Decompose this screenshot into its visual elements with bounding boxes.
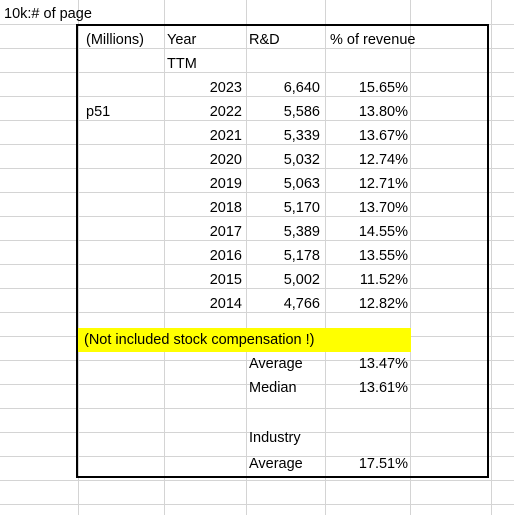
gridline (0, 144, 514, 145)
gridline (0, 384, 514, 385)
gridline (0, 456, 514, 457)
gridline (0, 264, 514, 265)
rd-cell[interactable]: 5,178 (283, 248, 320, 264)
gridline (164, 0, 165, 515)
gridline (0, 504, 514, 505)
gridline (0, 312, 514, 313)
year-cell[interactable]: 2022 (209, 104, 242, 120)
year-cell[interactable]: 2014 (209, 296, 242, 312)
year-cell[interactable]: 2023 (209, 80, 242, 96)
highlight-fill (78, 328, 411, 352)
rd-cell[interactable]: 6,640 (283, 80, 320, 96)
median-value[interactable]: 13.61% (358, 380, 408, 396)
gridline (0, 360, 514, 361)
pct-cell[interactable]: 13.70% (358, 200, 408, 216)
header-millions[interactable]: (Millions) (86, 32, 144, 48)
ttm-label[interactable]: TTM (167, 56, 197, 72)
gridline (0, 480, 514, 481)
gridline (0, 288, 514, 289)
year-cell[interactable]: 2018 (209, 200, 242, 216)
pct-cell[interactable]: 12.82% (358, 296, 408, 312)
median-label[interactable]: Median (249, 380, 297, 396)
rd-cell[interactable]: 4,766 (283, 296, 320, 312)
gridline (0, 72, 514, 73)
gridline (0, 96, 514, 97)
year-cell[interactable]: 2015 (209, 272, 242, 288)
gridline (78, 0, 79, 515)
gridline (0, 120, 514, 121)
rd-cell[interactable]: 5,063 (283, 176, 320, 192)
rd-cell[interactable]: 5,389 (283, 224, 320, 240)
year-cell[interactable]: 2017 (209, 224, 242, 240)
year-cell[interactable]: 2020 (209, 152, 242, 168)
rd-cell[interactable]: 5,586 (283, 104, 320, 120)
page-ref-cell[interactable]: p51 (86, 104, 111, 120)
gridline (0, 168, 514, 169)
pct-cell[interactable]: 13.80% (358, 104, 408, 120)
rd-cell[interactable]: 5,170 (283, 200, 320, 216)
gridline (0, 216, 514, 217)
industry-average-value[interactable]: 17.51% (358, 456, 408, 472)
rd-cell[interactable]: 5,032 (283, 152, 320, 168)
pct-cell[interactable]: 14.55% (358, 224, 408, 240)
pct-cell[interactable]: 12.71% (358, 176, 408, 192)
year-cell[interactable]: 2021 (209, 128, 242, 144)
average-value[interactable]: 13.47% (358, 356, 408, 372)
year-cell[interactable]: 2019 (209, 176, 242, 192)
gridline (0, 192, 514, 193)
industry-label[interactable]: Industry (249, 430, 301, 446)
industry-average-label[interactable]: Average (249, 456, 303, 472)
pct-cell[interactable]: 11.52% (359, 272, 408, 288)
gridline (325, 0, 326, 515)
gridline (0, 240, 514, 241)
pct-cell[interactable]: 15.65% (358, 80, 408, 96)
header-rd[interactable]: R&D (249, 32, 280, 48)
header-pct-revenue[interactable]: % of revenue (330, 32, 416, 48)
year-cell[interactable]: 2016 (209, 248, 242, 264)
gridline (0, 432, 514, 433)
gridline (410, 0, 411, 515)
gridline (246, 0, 247, 515)
note-cell[interactable]: 10k:# of page (4, 6, 92, 22)
rd-cell[interactable]: 5,339 (283, 128, 320, 144)
gridline (491, 0, 492, 515)
pct-cell[interactable]: 13.55% (358, 248, 408, 264)
pct-cell[interactable]: 13.67% (358, 128, 408, 144)
average-label[interactable]: Average (249, 356, 303, 372)
rd-cell[interactable]: 5,002 (283, 272, 320, 288)
gridline (0, 408, 514, 409)
pct-cell[interactable]: 12.74% (358, 152, 408, 168)
header-year[interactable]: Year (167, 32, 197, 48)
gridline (0, 48, 514, 49)
stock-compensation-note[interactable]: (Not included stock compensation !) (84, 332, 315, 348)
